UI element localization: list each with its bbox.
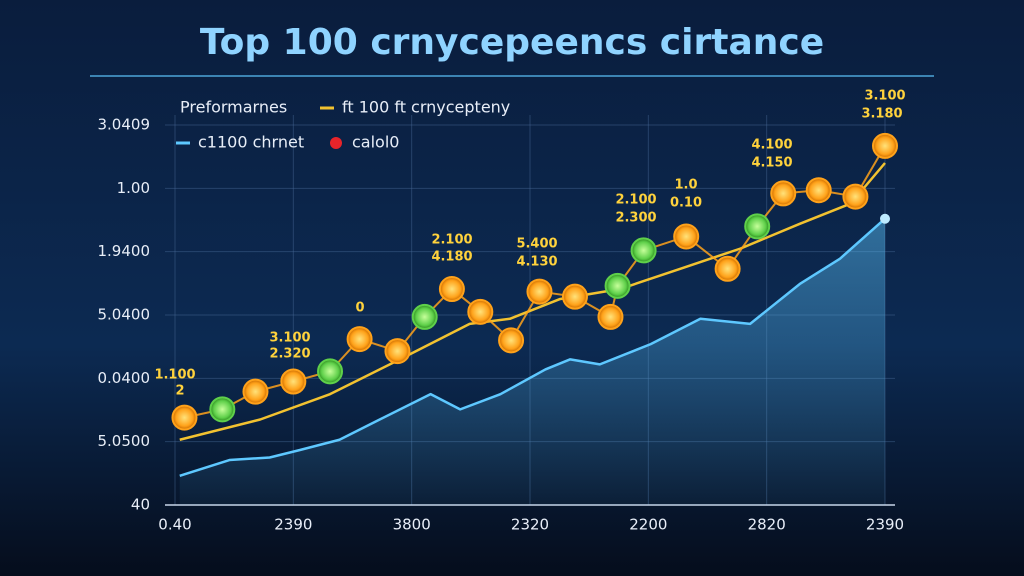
coin [438,276,465,303]
legend-swatch [330,137,342,149]
coin [744,213,771,240]
coin [805,177,832,204]
annotation: 2.100 [431,233,472,248]
x-tick-label: 2820 [748,516,786,534]
annotation: 2.320 [269,347,310,362]
x-tick-label: 2320 [511,516,549,534]
annotation: 0.10 [670,196,702,211]
annotation: 2.100 [615,193,656,208]
y-tick-label: 1.00 [117,179,150,197]
coin [673,223,700,250]
coin [467,298,494,325]
line [179,162,886,441]
x-tick-label: 2390 [274,516,312,534]
coin [171,404,198,431]
coin [770,180,797,207]
legend-label: calol0 [352,133,399,152]
coin [317,358,344,385]
y-tick-label: 40 [131,496,150,514]
coin [872,132,898,159]
annotation: 3.100 [269,331,310,346]
chart-title: Top 100 crnycepeencs cirtance [200,22,824,63]
area [179,218,885,505]
end-dot [880,213,890,224]
annotation: 2 [175,384,184,399]
coin [561,283,588,310]
coin [714,255,741,282]
annotation: 0 [355,301,364,316]
coin [498,327,525,354]
annotation: 1.0 [674,178,697,193]
y-tick-label: 3.0409 [98,116,151,134]
line [179,217,886,478]
x-tick-label: 2200 [629,516,667,534]
coin [242,378,269,405]
x-tick-label: 0.40 [158,516,191,534]
annotation: 5.400 [516,237,557,252]
x-tick-label: 3800 [393,516,431,534]
annotation: 2.300 [615,211,656,226]
annotation: 3.100 [864,89,905,104]
annotation: 1.100 [154,368,195,383]
annotation: 4.180 [431,250,472,265]
coin [842,183,869,210]
y-tick-label: 5.0500 [98,432,151,450]
annotation: 4.130 [516,255,557,270]
legend-title: Preformarnes [180,98,287,117]
coin [411,303,438,330]
coin [526,278,553,305]
y-tick-label: 1.9400 [98,242,151,260]
coin [209,396,236,423]
coin [346,326,373,353]
x-tick-label: 2390 [866,516,904,534]
annotation: 4.100 [751,138,792,153]
coin [630,237,657,264]
legend-label: c1100 chrnet [198,133,304,152]
legend-label: ft 100 ft crnycepteny [342,98,510,117]
coin [280,368,307,395]
coin [604,272,631,299]
annotation: 4.150 [751,156,792,171]
annotation: 3.180 [861,107,902,122]
y-tick-label: 0.0400 [98,369,151,387]
coin [597,303,624,330]
coin [384,338,411,365]
y-tick-label: 5.0400 [98,306,151,324]
